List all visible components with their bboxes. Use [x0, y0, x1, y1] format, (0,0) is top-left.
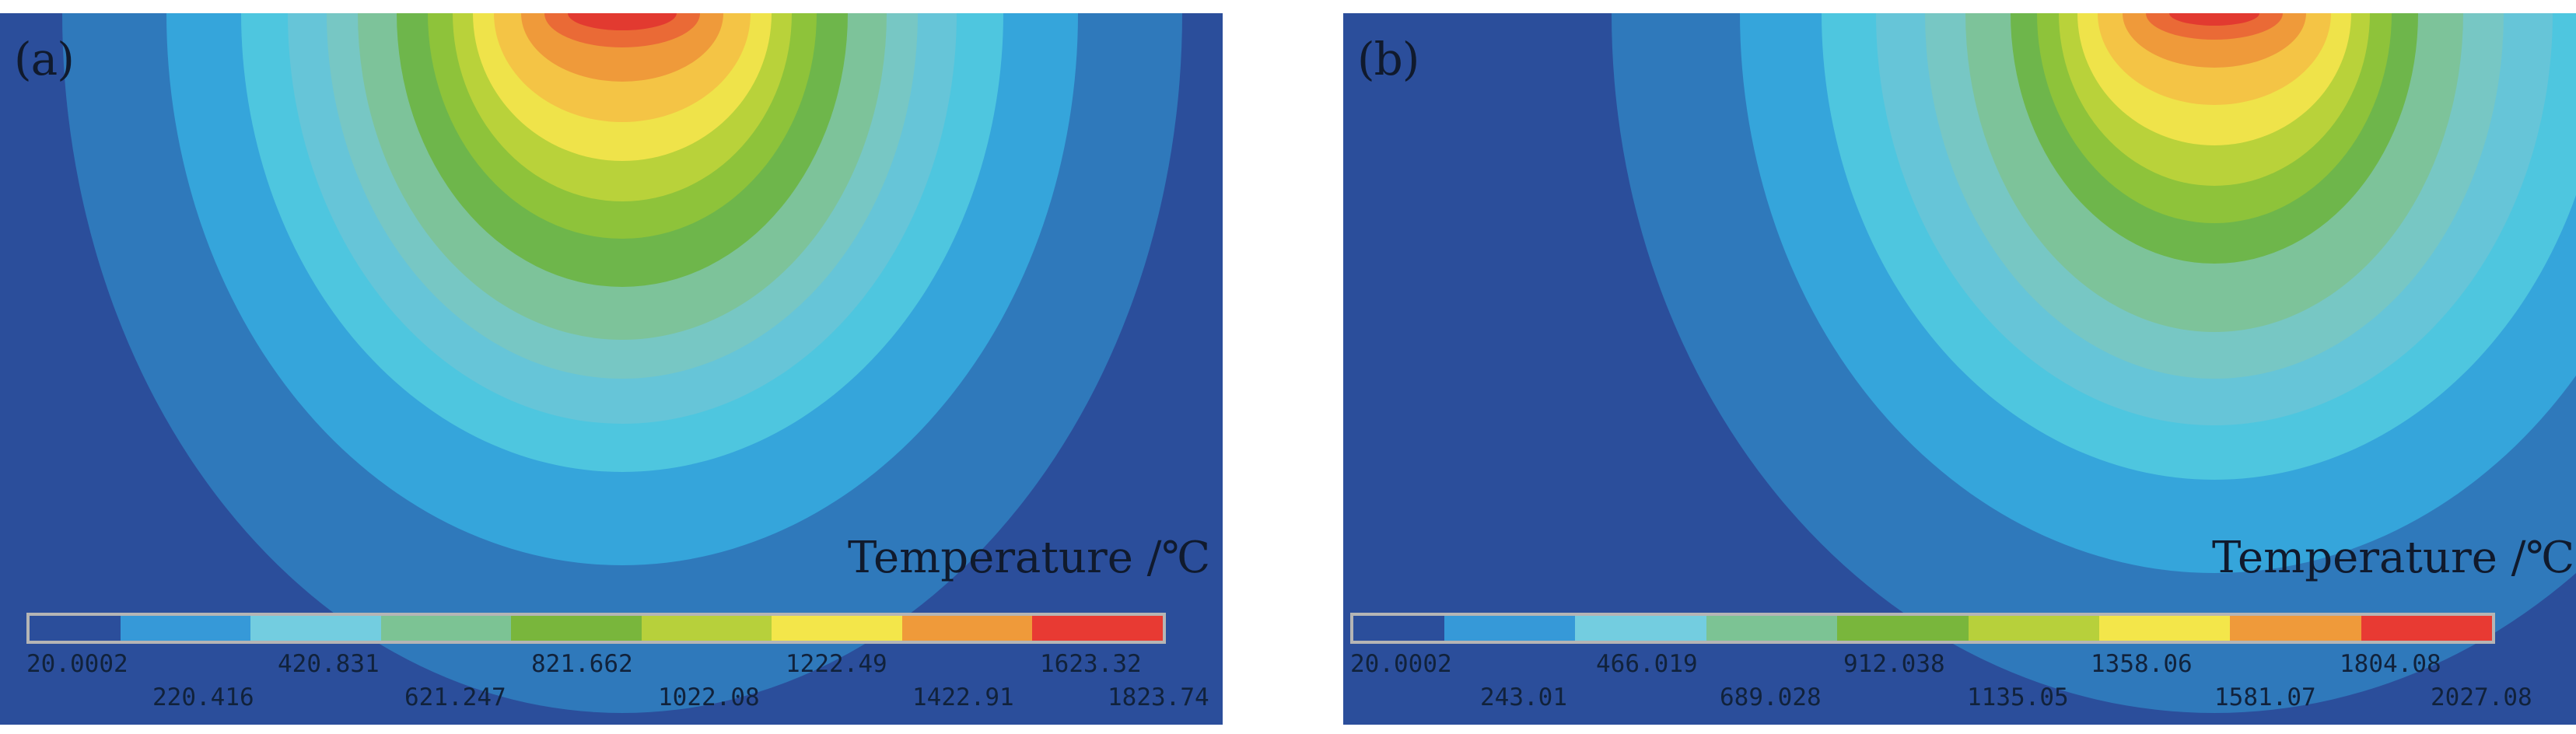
- legend-tick: 1581.07: [2214, 683, 2316, 711]
- legend-swatch: [901, 616, 1033, 641]
- legend-title: Temperature /℃: [2212, 533, 2575, 583]
- legend-tick: 1222.49: [786, 650, 887, 678]
- temperature-contour-plot: [1612, 13, 2576, 713]
- legend-swatch: [1353, 616, 1445, 641]
- legend-tick: 20.0002: [26, 650, 128, 678]
- legend-swatch: [1575, 616, 1706, 641]
- legend-swatch: [511, 616, 642, 641]
- legend-tick: 1022.08: [658, 683, 760, 711]
- legend-tick: 1623.32: [1040, 650, 1142, 678]
- legend-swatch: [250, 616, 381, 641]
- legend-swatch: [772, 616, 902, 641]
- legend-tick: 621.247: [404, 683, 506, 711]
- contour-band: [568, 13, 677, 30]
- legend-swatch: [1837, 616, 1969, 641]
- legend-tick: 220.416: [152, 683, 254, 711]
- legend-title: Temperature /℃: [848, 533, 1211, 583]
- color-legend-bar: [1350, 613, 2495, 644]
- legend-swatch: [641, 616, 772, 641]
- legend-tick: 20.0002: [1350, 650, 1452, 678]
- legend-tick: 1135.05: [1967, 683, 2069, 711]
- panel-b: (b) Temperature /℃ 20.0002 466.019 912.0…: [1343, 13, 2576, 725]
- panel-label: (b): [1357, 33, 1419, 86]
- legend-tick: 689.028: [1720, 683, 1822, 711]
- legend-tick: 243.01: [1480, 683, 1567, 711]
- legend-tick: 1422.91: [912, 683, 1014, 711]
- contour-bands: [62, 13, 1182, 713]
- contour-bands: [1612, 13, 2576, 713]
- legend-tick: 821.662: [531, 650, 633, 678]
- legend-tick: 912.038: [1843, 650, 1945, 678]
- legend-tick: 2027.08: [2431, 683, 2532, 711]
- legend-swatch: [1444, 616, 1576, 641]
- legend-swatch: [120, 616, 251, 641]
- legend-swatch: [30, 616, 121, 641]
- legend-swatch: [1032, 616, 1163, 641]
- legend-swatch: [2230, 616, 2361, 641]
- legend-swatch: [1968, 616, 2099, 641]
- legend-tick: 1823.74: [1108, 683, 1209, 711]
- legend-tick: 420.831: [278, 650, 380, 678]
- legend-tick: 1804.08: [2340, 650, 2441, 678]
- contour-band: [2169, 13, 2259, 26]
- legend-tick: 1358.06: [2091, 650, 2193, 678]
- legend-swatch: [2361, 616, 2492, 641]
- legend-tick: 466.019: [1596, 650, 1698, 678]
- legend-swatch: [2098, 616, 2231, 641]
- temperature-contour-plot: [62, 13, 1182, 713]
- legend-swatch: [1706, 616, 1838, 641]
- legend-swatch: [380, 616, 512, 641]
- panel-a: (a) Temperature /℃ 20.0002 420.831 821.6…: [0, 13, 1223, 725]
- color-legend-bar: [26, 613, 1166, 644]
- panel-label: (a): [14, 33, 75, 86]
